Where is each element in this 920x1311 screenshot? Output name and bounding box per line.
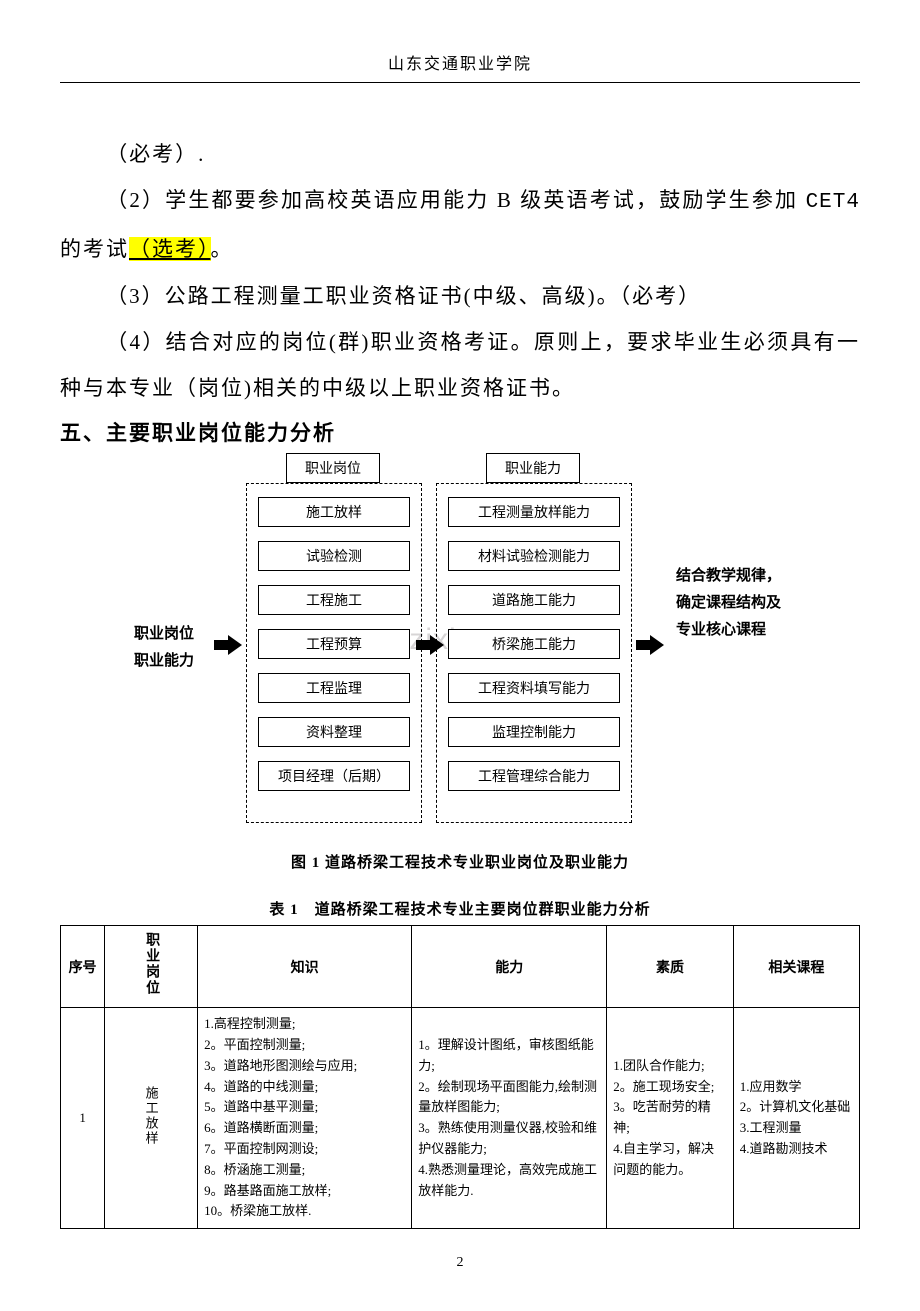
left-item: 施工放样 <box>258 497 410 527</box>
cell-job: 施工放样 <box>105 1008 198 1229</box>
left-item: 工程施工 <box>258 585 410 615</box>
cet4: CET4 <box>806 191 860 214</box>
left-label: 职业岗位职业能力 <box>134 621 194 675</box>
th-job: 职业岗位 <box>105 926 198 1008</box>
para-4: （4）结合对应的岗位(群)职业资格考证。原则上，要求毕业生必须具有一种与本专业（… <box>60 319 860 411</box>
th-quality: 素质 <box>607 926 734 1008</box>
right-item: 道路施工能力 <box>448 585 620 615</box>
right-item: 工程测量放样能力 <box>448 497 620 527</box>
page-header: 山东交通职业学院 <box>60 50 860 83</box>
left-item: 工程监理 <box>258 673 410 703</box>
para-1: （必考）. <box>60 131 860 177</box>
table-row: 1施工放样1.高程控制测量;2。平面控制测量;3。道路地形图测绘与应用;4。道路… <box>61 1008 860 1229</box>
cell-knowledge: 1.高程控制测量;2。平面控制测量;3。道路地形图测绘与应用;4。道路的中线测量… <box>198 1008 412 1229</box>
table-header-row: 序号 职业岗位 知识 能力 素质 相关课程 <box>61 926 860 1008</box>
para-2a: （2）学生都要参加高校英语应用能力 B 级英语考试，鼓励学生参加 <box>106 188 805 212</box>
cell-seq: 1 <box>61 1008 105 1229</box>
body-text: （必考）. （2）学生都要参加高校英语应用能力 B 级英语考试，鼓励学生参加 C… <box>60 131 860 411</box>
highlight-xuankao: （选考） <box>129 237 211 261</box>
right-label: 结合教学规律，确定课程结构及专业核心课程 <box>676 563 786 644</box>
left-item: 项目经理（后期） <box>258 761 410 791</box>
th-ability: 能力 <box>412 926 607 1008</box>
left-item: 试验检测 <box>258 541 410 571</box>
table-caption: 表 1 道路桥梁工程技术专业主要岗位群职业能力分析 <box>60 898 860 919</box>
th-seq: 序号 <box>61 926 105 1008</box>
para-3: （3）公路工程测量工职业资格证书(中级、高级)。（必考） <box>60 273 860 319</box>
th-job-label: 职业岗位 <box>141 932 161 996</box>
cell-course: 1.应用数学2。计算机文化基础3.工程测量4.道路勘测技术 <box>733 1008 859 1229</box>
diagram-header-left: 职业岗位 <box>286 453 380 483</box>
section-title: 五、主要职业岗位能力分析 <box>60 417 860 447</box>
right-item: 材料试验检测能力 <box>448 541 620 571</box>
para-2b: 的考试 <box>60 237 129 261</box>
right-item: 工程管理综合能力 <box>448 761 620 791</box>
para-2: （2）学生都要参加高校英语应用能力 B 级英语考试，鼓励学生参加 CET4 的考… <box>60 177 860 272</box>
left-item: 工程预算 <box>258 629 410 659</box>
diagram: www.zixin.com.cn 职业岗位职业能力施工放样试验检测工程施工工程预… <box>60 453 860 833</box>
right-item: 桥梁施工能力 <box>448 629 620 659</box>
right-item: 监理控制能力 <box>448 717 620 747</box>
page-number: 2 <box>60 1255 860 1271</box>
th-knowledge: 知识 <box>198 926 412 1008</box>
job-table: 序号 职业岗位 知识 能力 素质 相关课程 1施工放样1.高程控制测量;2。平面… <box>60 925 860 1229</box>
cell-quality: 1.团队合作能力;2。施工现场安全;3。吃苦耐劳的精神;4.自主学习，解决问题的… <box>607 1008 734 1229</box>
right-item: 工程资料填写能力 <box>448 673 620 703</box>
diagram-header-right: 职业能力 <box>486 453 580 483</box>
cell-ability: 1。理解设计图纸，审核图纸能力;2。绘制现场平面图能力,绘制测量放样图能力;3。… <box>412 1008 607 1229</box>
th-course: 相关课程 <box>733 926 859 1008</box>
left-item: 资料整理 <box>258 717 410 747</box>
figure-caption: 图 1 道路桥梁工程技术专业职业岗位及职业能力 <box>60 851 860 872</box>
para-2c: 。 <box>211 237 234 261</box>
